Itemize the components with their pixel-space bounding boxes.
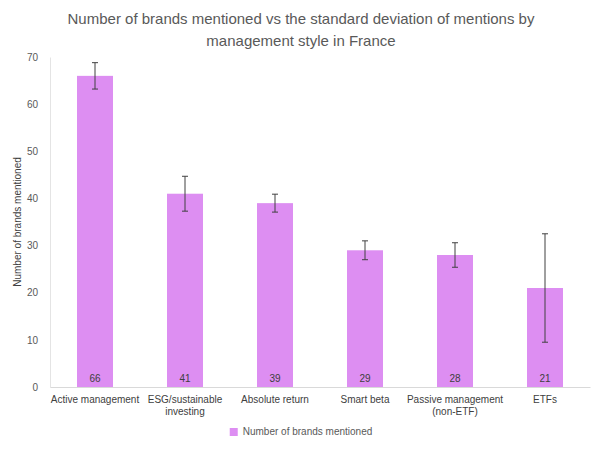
data-label: 39 xyxy=(269,373,281,384)
title: Number of brands mentioned vs the standa… xyxy=(68,10,535,49)
y-tick: 0 xyxy=(32,382,50,393)
x-tick: ESG/sustainableinvesting xyxy=(148,387,223,417)
x-tick-label: Passive management(non-ETF) xyxy=(407,394,503,417)
x-tick-label: ESG/sustainableinvesting xyxy=(148,394,223,417)
plot: 0 10 20 30 40 50 60 70 Active management ESG/sust… xyxy=(27,52,591,417)
legend-label: Number of brands mentioned xyxy=(243,426,373,437)
y-tick-label: 30 xyxy=(27,240,39,251)
error-bar-cap xyxy=(362,259,368,260)
error-bar-cap xyxy=(272,212,278,213)
x-axis-line xyxy=(51,387,591,388)
error-bar-cap xyxy=(542,233,548,234)
error-bar-cap xyxy=(542,342,548,343)
error-bar-cap xyxy=(452,267,458,268)
y-tick-label: 60 xyxy=(27,99,39,110)
data-label: 21 xyxy=(539,373,551,384)
bar xyxy=(347,250,383,387)
y-tick-label: 50 xyxy=(27,146,39,157)
y-tick-label: 20 xyxy=(27,287,39,298)
y-tick-label: 40 xyxy=(27,193,39,204)
error-bar xyxy=(362,241,368,260)
error-bar-stem xyxy=(545,234,546,342)
error-bar-cap xyxy=(272,194,278,195)
error-bar-stem xyxy=(365,241,366,260)
x-tick-label: Smart beta xyxy=(341,394,390,405)
error-bar xyxy=(452,243,458,268)
y-tick: 60 xyxy=(27,99,50,110)
error-bar-stem xyxy=(95,63,96,89)
y-tick: 20 xyxy=(27,287,50,298)
x-axis: Active management ESG/sustainableinvestin… xyxy=(51,387,591,417)
data-label: 29 xyxy=(359,373,371,384)
x-tick: Active management xyxy=(51,387,140,405)
marks xyxy=(77,63,563,387)
y-tick: 50 xyxy=(27,146,50,157)
y-tick: 40 xyxy=(27,193,50,204)
error-bar xyxy=(182,176,188,211)
y-axis: 0 10 20 30 40 50 60 70 xyxy=(27,52,51,393)
error-bar-cap xyxy=(182,176,188,177)
error-bar-cap xyxy=(452,242,458,243)
x-tick: Smart beta xyxy=(341,387,390,405)
data-label: 66 xyxy=(89,373,101,384)
error-bar-stem xyxy=(275,194,276,212)
x-tick-label: Absolute return xyxy=(241,394,309,405)
x-tick: Absolute return xyxy=(241,387,309,405)
legend-item: Number of brands mentioned xyxy=(230,426,373,437)
data-label: 28 xyxy=(449,373,461,384)
bar xyxy=(437,255,473,387)
legend: Number of brands mentioned xyxy=(230,426,373,437)
legend-swatch xyxy=(230,428,238,436)
error-bar-stem xyxy=(455,243,456,268)
error-bar xyxy=(272,194,278,212)
y-axis-title: Number of brands mentioned xyxy=(12,157,23,287)
error-bar-stem xyxy=(185,176,186,211)
error-bar-cap xyxy=(92,62,98,63)
error-bar xyxy=(92,63,98,89)
y-tick-label: 0 xyxy=(32,382,38,393)
y-tick: 70 xyxy=(27,52,50,63)
y-tick-label: 70 xyxy=(27,52,39,63)
error-bar-cap xyxy=(362,240,368,241)
error-bar xyxy=(542,234,548,342)
x-tick: ETFs xyxy=(533,387,557,405)
bar xyxy=(77,76,113,387)
y-tick: 10 xyxy=(27,335,50,346)
y-tick: 30 xyxy=(27,240,50,251)
x-tick: Passive management(non-ETF) xyxy=(407,387,503,417)
error-bar-cap xyxy=(182,211,188,212)
x-tick-label: Active management xyxy=(51,394,140,405)
y-axis-line xyxy=(50,58,51,388)
chart: Number of brands mentioned vs the standa… xyxy=(0,0,602,450)
x-tick-label: ETFs xyxy=(533,394,557,405)
bar xyxy=(167,194,203,387)
data-label: 41 xyxy=(179,373,191,384)
y-tick-label: 10 xyxy=(27,335,39,346)
bar xyxy=(257,203,293,387)
error-bar-cap xyxy=(92,89,98,90)
